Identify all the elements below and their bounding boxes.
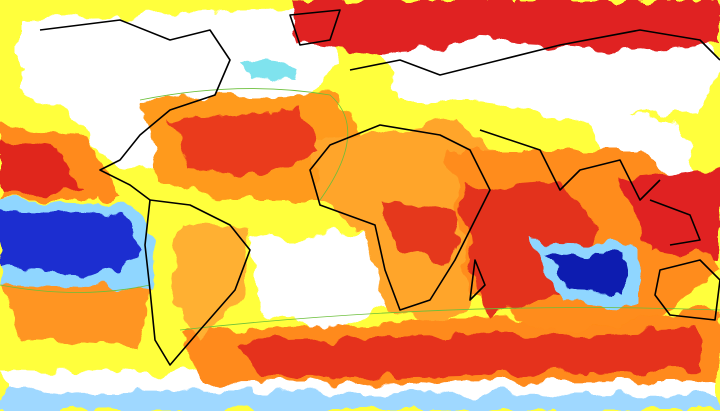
- red-region: [380, 200, 460, 260]
- coastline: [479, 129, 661, 201]
- red-region: [620, 170, 720, 260]
- red-region: [290, 0, 720, 55]
- red-region: [0, 140, 80, 195]
- dark-blue-region: [545, 252, 625, 292]
- coastlines: [39, 9, 720, 366]
- coastline: [309, 124, 491, 311]
- coastline: [469, 259, 486, 301]
- dark-blue-region: [0, 210, 140, 275]
- red-region: [460, 180, 600, 320]
- orange-region: [0, 280, 150, 345]
- coastline: [654, 259, 720, 321]
- white-region: [250, 230, 400, 330]
- coastline: [39, 19, 231, 201]
- red-region: [170, 110, 320, 175]
- red-region: [240, 330, 700, 380]
- contour-line: [0, 284, 151, 293]
- white-region: [380, 30, 720, 120]
- contour-line: [139, 88, 349, 201]
- contour-line: [179, 307, 720, 331]
- light-blue-region: [0, 392, 720, 411]
- orange-region: [170, 220, 250, 340]
- coastline: [649, 199, 701, 246]
- coastline: [289, 9, 341, 46]
- coastline: [144, 199, 251, 366]
- coastline: [349, 29, 720, 76]
- white-region: [20, 10, 340, 175]
- light-blue-region: [240, 62, 300, 82]
